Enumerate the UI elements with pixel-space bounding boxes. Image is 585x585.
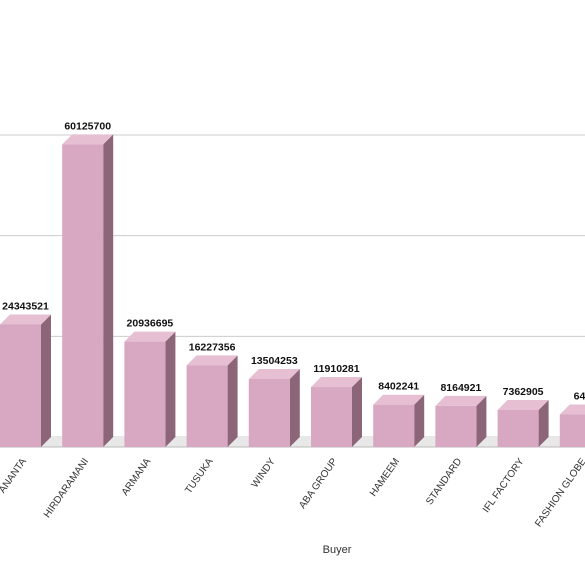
- data-label: 7362905: [503, 386, 544, 398]
- tick-label: TUSUKA: [183, 456, 215, 496]
- bar-top: [248, 369, 300, 380]
- bar: [559, 404, 585, 447]
- bar-top: [62, 134, 114, 145]
- tick-label: WINDY: [250, 456, 278, 490]
- bar-top: [124, 331, 176, 342]
- x-axis-title: Buyer: [323, 544, 352, 556]
- bar: [248, 369, 300, 447]
- data-label: 6468: [574, 390, 585, 402]
- bar-top: [311, 377, 362, 388]
- data-label: 8402241: [378, 381, 419, 393]
- bar: [0, 314, 51, 447]
- data-label: 20936695: [127, 318, 174, 330]
- bar: [311, 377, 362, 447]
- tick-label: HIRDARAMANI: [42, 456, 91, 520]
- bar-front: [373, 404, 415, 447]
- bar: [497, 399, 549, 447]
- bar-side: [103, 134, 114, 447]
- bars: [0, 134, 585, 447]
- bar-front: [186, 365, 228, 447]
- bar-side: [289, 369, 300, 447]
- bar-front: [124, 341, 166, 447]
- data-label: 16227356: [189, 341, 236, 353]
- bar: [373, 394, 425, 447]
- bar-top: [373, 394, 425, 405]
- bar-front: [497, 409, 539, 447]
- data-label: 8164921: [440, 382, 481, 394]
- tick-label: FASHION GLOBE: [533, 456, 585, 529]
- tick-label: ANANTA: [0, 456, 29, 495]
- tick-label: ABA GROUP: [297, 456, 340, 511]
- data-label: 24343521: [2, 300, 49, 312]
- bar-front: [0, 324, 41, 447]
- bar-top: [186, 355, 238, 366]
- bar: [62, 134, 114, 447]
- bar-top: [497, 399, 549, 410]
- bar-front: [248, 379, 290, 447]
- tick-label: HAMEEM: [368, 456, 402, 498]
- bar-side: [165, 331, 176, 447]
- bar-side: [227, 355, 238, 447]
- bar-side: [414, 394, 425, 447]
- data-label: 60125700: [64, 120, 111, 132]
- value-labels: 24343521 60125700 20936695 16227356 13504253…: [2, 120, 585, 402]
- bar-side: [41, 314, 51, 447]
- bar-side: [476, 395, 487, 447]
- bar-side: [538, 399, 549, 447]
- tick-label: STANDARD: [424, 456, 464, 507]
- tick-label: ARMANA: [120, 456, 154, 498]
- bar: [124, 331, 176, 447]
- bar-top: [435, 395, 487, 406]
- category-labels: ANANTA HIRDARAMANI ARMANA TUSUKA WINDY ABA GR…: [0, 456, 585, 529]
- bar-side: [352, 377, 362, 447]
- bar-front: [62, 144, 104, 447]
- bar-top: [0, 314, 51, 325]
- bar-top: [559, 404, 585, 415]
- data-label: 13504253: [251, 355, 298, 367]
- bar-front: [435, 405, 477, 447]
- tick-label: IFL FACTORY: [481, 456, 527, 515]
- data-label: 11910281: [313, 363, 359, 375]
- bar-front: [559, 414, 585, 447]
- bar-front: [311, 387, 352, 447]
- bar: [186, 355, 238, 447]
- bar: [435, 395, 487, 447]
